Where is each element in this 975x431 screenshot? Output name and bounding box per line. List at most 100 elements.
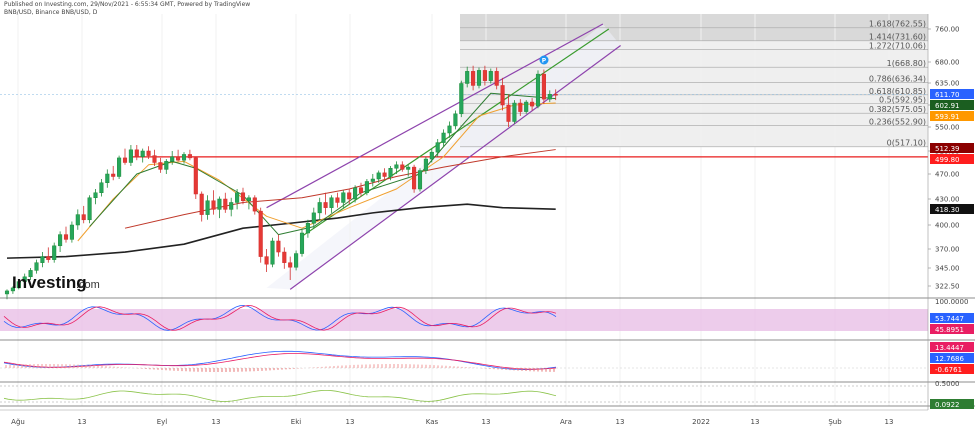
- candle-body: [158, 162, 163, 170]
- x-tick-label: Ağu: [11, 418, 25, 426]
- candle-body: [229, 202, 234, 210]
- price-label-bg: [930, 100, 974, 110]
- candle-body: [412, 166, 417, 190]
- candle-body: [447, 125, 452, 134]
- candle-body: [223, 198, 228, 210]
- candle-body: [382, 172, 387, 177]
- candle-body: [4, 290, 10, 295]
- fib-label-0.5: 0.5(592.95): [879, 96, 926, 105]
- macd-label-bg: [930, 364, 974, 374]
- candle-body: [28, 270, 33, 278]
- macd-label: -0.6761: [935, 366, 962, 374]
- candle-body: [176, 156, 181, 161]
- candle-body: [500, 85, 505, 106]
- fib-label-0.382: 0.382(575.05): [869, 105, 926, 114]
- candle-body: [305, 223, 310, 234]
- candle-body: [276, 240, 281, 253]
- stoch-d-label: 45.8951: [935, 326, 964, 334]
- stoch-d-label-bg: [930, 324, 974, 334]
- candle-body: [270, 240, 275, 265]
- fib-label-1.618: 1.618(762.55): [869, 20, 926, 29]
- candle-body: [199, 193, 204, 215]
- osc-label-bg: [930, 399, 974, 409]
- candle-body: [465, 71, 470, 84]
- candle-body: [152, 155, 157, 163]
- candle-body: [341, 192, 346, 203]
- fib-label-1.272: 1.272(710.06): [869, 42, 926, 51]
- candle-body: [240, 192, 246, 201]
- x-tick-label: 13: [616, 418, 625, 426]
- x-tick-label: 13: [751, 418, 760, 426]
- y-tick-label: 370.00: [935, 246, 960, 254]
- stoch-tick-label: 100.0000: [935, 298, 968, 306]
- candle-body: [34, 262, 39, 271]
- candle-body: [93, 192, 98, 198]
- candle-body: [329, 197, 334, 208]
- macd-label-bg: [930, 353, 974, 363]
- candle-body: [518, 102, 523, 112]
- candle-body: [370, 178, 375, 182]
- candle-body: [541, 73, 546, 100]
- candle-body: [87, 197, 92, 221]
- osc-tick-label: 0.5000: [935, 380, 960, 388]
- x-tick-label: Kas: [426, 418, 439, 426]
- candle-body: [358, 187, 364, 193]
- ma100-line: [124, 149, 556, 229]
- candle-body: [235, 192, 240, 203]
- candle-body: [75, 214, 80, 226]
- investing-logo-suffix: .com: [76, 279, 100, 291]
- candle-body: [435, 142, 440, 153]
- y-tick-label: 635.00: [935, 80, 960, 88]
- candle-body: [482, 70, 487, 81]
- candle-body: [264, 256, 269, 265]
- macd-signal-line: [3, 353, 557, 370]
- candle-body: [323, 202, 328, 208]
- pivot-marker-icon: [539, 55, 549, 65]
- price-label: 499.80: [935, 156, 960, 164]
- candle-body: [211, 200, 216, 210]
- price-label-bg: [930, 154, 974, 164]
- candle-body: [105, 173, 110, 183]
- macd-label-bg: [930, 342, 974, 352]
- candle-body: [423, 158, 428, 171]
- fib-label-1.414: 1.414(731.60): [869, 33, 926, 42]
- candle-body: [547, 93, 552, 100]
- price-label-bg: [930, 111, 974, 121]
- candle-body: [217, 198, 222, 210]
- candle-body: [99, 182, 104, 193]
- price-label-bg: [930, 89, 974, 99]
- y-tick-label: 322.50: [935, 283, 960, 291]
- candle-body: [46, 256, 51, 260]
- candle-body: [417, 170, 423, 190]
- stoch-d-line: [3, 304, 557, 331]
- y-tick-label: 470.00: [935, 171, 960, 179]
- price-label: 512.39: [935, 145, 960, 153]
- candle-body: [476, 70, 482, 86]
- candle-body: [193, 157, 198, 195]
- y-tick-label: 345.00: [935, 265, 960, 273]
- candle-body: [10, 287, 15, 292]
- fib-upper-zone: [460, 14, 928, 41]
- candle-body: [134, 149, 139, 158]
- candle-body: [282, 251, 287, 263]
- y-tick-label: 550.00: [935, 124, 960, 132]
- candle-body: [122, 157, 128, 163]
- stoch-k-label-bg: [930, 313, 974, 323]
- macd-label: 13.4447: [935, 344, 964, 352]
- candle-body: [40, 256, 45, 263]
- osc-line: [3, 389, 557, 402]
- stoch-k-label: 53.7447: [935, 315, 964, 323]
- fib-label-1: 1(668.80): [887, 59, 926, 68]
- candle-body: [252, 197, 257, 212]
- macd-label: 12.7686: [935, 355, 964, 363]
- candle-body: [347, 192, 352, 200]
- candle-body: [376, 172, 381, 180]
- candle-body: [311, 212, 316, 224]
- candle-body: [406, 166, 411, 170]
- y-tick-label: 680.00: [935, 59, 960, 67]
- candle-body: [146, 150, 151, 156]
- candle-body: [353, 187, 358, 200]
- candle-body: [81, 214, 86, 221]
- candle-body: [335, 197, 340, 203]
